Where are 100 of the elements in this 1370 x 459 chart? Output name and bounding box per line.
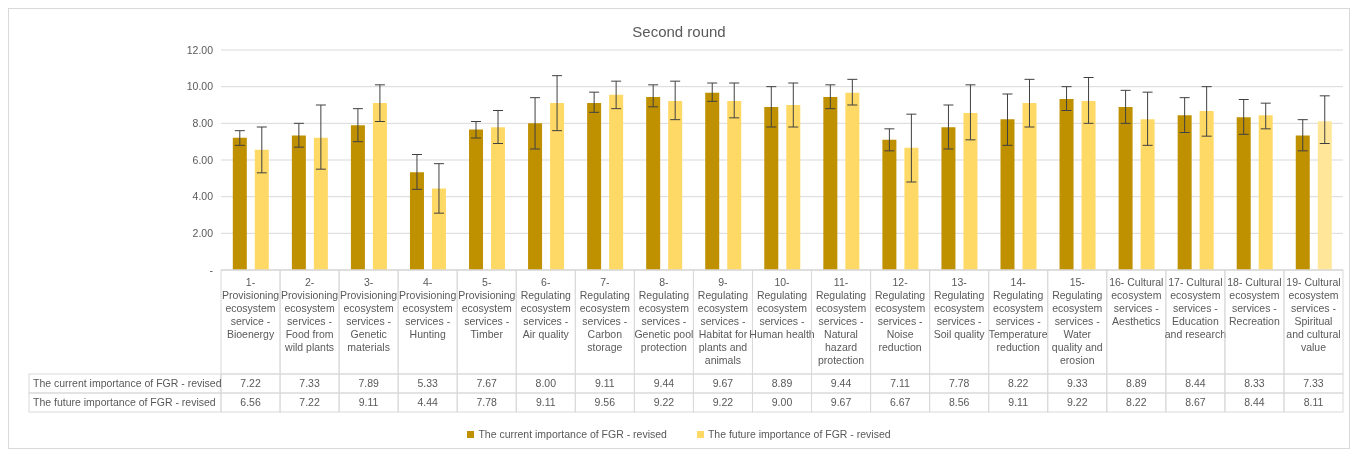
data-label: 6.56 <box>240 396 261 408</box>
x-tick-label: 7- Regulating ecosystem services - Carbon storage <box>579 276 631 353</box>
bar <box>705 92 720 270</box>
x-tick-label: 13- Regulating ecosystem services - Soil quality <box>933 276 986 340</box>
bar <box>1258 115 1273 270</box>
data-label: 8.44 <box>1244 396 1265 408</box>
data-label: 9.44 <box>653 377 675 389</box>
data-label: 9.11 <box>1008 396 1029 408</box>
bar <box>550 102 565 270</box>
x-tick-label: 4- Provisioning ecosystem services - Hunting <box>399 276 457 340</box>
bar <box>786 105 801 270</box>
data-label: 7.22 <box>299 396 320 408</box>
bar <box>609 94 624 270</box>
data-label: 7.22 <box>240 377 261 389</box>
data-label: 7.67 <box>476 377 498 389</box>
data-label: 8.11 <box>1303 396 1324 408</box>
x-tick-label: 19- Cultural ecosystem services - Spiritual and cultural value <box>1286 276 1341 353</box>
bar <box>254 149 269 270</box>
x-tick-label: 8- Regulating ecosystem services - Genetic pool protection <box>634 276 694 353</box>
bar <box>904 147 919 270</box>
data-label: 9.22 <box>712 396 734 408</box>
data-label: 8.89 <box>771 377 793 389</box>
y-tick-label: 4.00 <box>192 190 214 203</box>
bar <box>1118 107 1133 270</box>
bar <box>350 125 365 270</box>
x-tick-label: 10- Regulating ecosystem services - Human health <box>749 276 815 340</box>
text: The current importance of FGR - revised <box>33 377 222 389</box>
x-tick-label: 2- Provisioning ecosystem services - Food from wild plants <box>280 276 339 353</box>
y-tick-label: 6.00 <box>192 153 214 166</box>
bar <box>823 96 838 270</box>
bar <box>431 188 446 270</box>
bar <box>1022 102 1037 270</box>
bar <box>668 100 683 270</box>
data-label: 9.67 <box>830 396 852 408</box>
data-label: 9.33 <box>1067 377 1088 389</box>
bar <box>491 127 506 270</box>
bar <box>845 92 860 270</box>
bar <box>646 96 661 270</box>
data-label: 8.56 <box>948 396 970 408</box>
bar <box>587 102 602 270</box>
data-label: 8.89 <box>1126 377 1147 389</box>
data-label: 7.33 <box>1303 377 1324 389</box>
x-tick-label: 11- Regulating ecosystem services - Natural hazard protection <box>815 276 867 366</box>
bar <box>941 127 956 270</box>
x-tick-label: 5- Provisioning ecosystem services - Timber <box>458 276 516 340</box>
x-tick-label: 17- Cultural ecosystem services - Education and research <box>1164 276 1227 340</box>
bar <box>1236 117 1251 270</box>
data-label: 9.11 <box>595 377 615 389</box>
data-label: 9.44 <box>830 377 852 389</box>
data-label: 7.11 <box>890 377 911 389</box>
bar <box>469 129 484 270</box>
chart-title: Second round <box>631 22 727 40</box>
data-label: 7.78 <box>476 396 498 408</box>
data-label: 4.44 <box>417 396 439 408</box>
bar <box>291 135 306 270</box>
x-tick-label: 12- Regulating ecosystem services - Noise reduction <box>875 276 926 353</box>
x-tick-label: 3- Provisioning ecosystem services - Genetic materials <box>340 276 398 353</box>
data-label: 8.33 <box>1244 377 1265 389</box>
y-tick-label: 10.00 <box>186 80 214 93</box>
bar <box>727 100 742 270</box>
bar <box>1199 111 1214 270</box>
bar <box>764 107 779 270</box>
bar <box>528 123 543 270</box>
y-tick-label: 8.00 <box>192 117 214 130</box>
bar <box>1140 119 1155 270</box>
bar <box>1059 98 1074 270</box>
data-label: 7.89 <box>358 377 380 389</box>
x-tick-label: 14- Regulating ecosystem services - Temperature reduction <box>988 276 1048 353</box>
data-label: 9.56 <box>594 396 616 408</box>
data-label: 9.00 <box>771 396 793 408</box>
bar <box>372 102 387 270</box>
text: The future importance of FGR - revised <box>33 396 216 408</box>
data-label: 8.22 <box>1007 377 1029 389</box>
x-tick-label: 18- Cultural ecosystem services - Recreation <box>1227 276 1282 327</box>
data-label: 9.11 <box>535 396 556 408</box>
data-label: 5.33 <box>417 377 439 389</box>
bar <box>1177 115 1192 270</box>
data-label: 9.22 <box>1067 396 1088 408</box>
bar <box>963 113 978 270</box>
y-tick-label: 12.00 <box>186 43 214 56</box>
bar <box>409 172 424 270</box>
bar <box>1295 135 1310 270</box>
data-label: 7.33 <box>299 377 320 389</box>
x-tick-label: 6- Regulating ecosystem services - Air quality <box>520 276 572 340</box>
data-label: 9.67 <box>712 377 734 389</box>
x-tick-label: 15- Regulating ecosystem services - Water quality and erosion <box>1051 276 1103 366</box>
legend-label: The current importance of FGR - revised <box>477 428 667 440</box>
data-label: 9.11 <box>358 396 379 408</box>
bar <box>1000 119 1015 270</box>
x-tick-label: 9- Regulating ecosystem services - Habitat for plants and animals <box>697 276 749 366</box>
legend-label: The future importance of FGR - revised <box>706 428 891 440</box>
data-label: 8.44 <box>1185 377 1206 389</box>
data-label: 8.22 <box>1126 396 1147 408</box>
y-tick-label: - <box>209 263 214 276</box>
bar <box>1317 121 1332 270</box>
x-tick-label: 1- Provisioning ecosystem service - Bioenergy <box>221 276 280 340</box>
bar <box>882 139 897 270</box>
x-tick-label: 16- Cultural ecosystem services - Aesthetics <box>1109 276 1164 327</box>
y-tick-label: 2.00 <box>192 227 214 240</box>
data-label: 9.22 <box>653 396 675 408</box>
